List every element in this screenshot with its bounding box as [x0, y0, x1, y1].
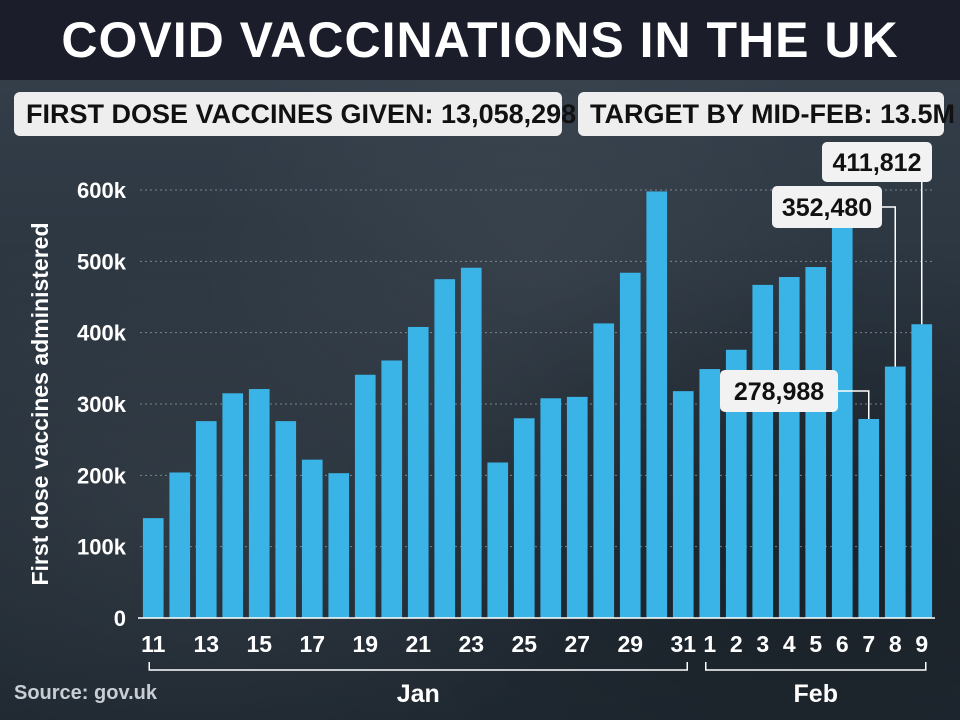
x-tick-label: 17	[299, 631, 325, 657]
bar-day-19	[354, 374, 376, 618]
title-bar: COVID VACCINATIONS IN THE UK	[0, 0, 960, 80]
callout-box	[772, 186, 882, 228]
first-dose-total-text: FIRST DOSE VACCINES GIVEN: 13,058,298	[26, 98, 577, 129]
bar-day-15	[248, 389, 270, 618]
x-tick-label: 15	[246, 631, 272, 657]
x-tick-label: 23	[458, 631, 484, 657]
bar-day-23	[460, 267, 482, 618]
x-tick-label: 9	[915, 631, 928, 657]
source-note: Source: gov.uk	[14, 682, 157, 704]
x-tick-label: 11	[141, 631, 166, 657]
y-tick-label: 0	[114, 606, 126, 631]
target-badge: TARGET BY MID-FEB: 13.5M	[578, 92, 955, 136]
bar-day-17	[301, 459, 323, 618]
y-axis-label: First dose vaccines administered	[27, 222, 53, 585]
callout-leader	[882, 206, 896, 367]
y-tick-label: 100k	[77, 535, 127, 560]
x-tick-label: 2	[730, 631, 743, 657]
month-bracket	[148, 662, 688, 671]
callout-leader	[921, 161, 932, 325]
callout-box	[822, 142, 932, 182]
callout-label: 352,480	[782, 194, 872, 222]
bar-day-9	[911, 324, 933, 618]
x-tick-label: 4	[783, 631, 796, 657]
bar-day-2	[725, 349, 747, 618]
y-tick-label: 300k	[77, 392, 127, 417]
bar-day-21	[407, 326, 429, 618]
callout-label: 278,988	[734, 378, 824, 406]
y-tick-label: 400k	[77, 321, 127, 346]
x-tick-label: 7	[862, 631, 875, 657]
bar-day-16	[275, 421, 297, 618]
bar-day-20	[381, 360, 403, 618]
x-tick-label: 27	[564, 631, 590, 657]
callout-box	[720, 370, 838, 412]
bar-day-18	[328, 473, 350, 618]
y-tick-label: 200k	[77, 463, 127, 488]
bar-day-3	[752, 284, 774, 618]
bar-day-28	[593, 323, 615, 618]
bar-day-4	[778, 277, 800, 618]
bar-day-1	[699, 369, 721, 618]
page-title: COVID VACCINATIONS IN THE UK	[61, 12, 899, 68]
bar-day-6	[831, 226, 853, 618]
bar-day-26	[540, 398, 562, 618]
bar-day-31	[672, 391, 694, 618]
bar-day-29	[619, 272, 641, 618]
month-label: Jan	[397, 680, 440, 708]
x-tick-label: 21	[405, 631, 431, 657]
bar-day-8	[884, 366, 906, 618]
x-tick-label: 19	[352, 631, 378, 657]
bar-day-27	[566, 396, 588, 618]
x-tick-label: 5	[809, 631, 822, 657]
bar-day-14	[222, 393, 244, 618]
y-tick-label: 500k	[77, 249, 127, 274]
x-tick-label: 8	[889, 631, 902, 657]
first-dose-total-badge: FIRST DOSE VACCINES GIVEN: 13,058,298	[14, 92, 576, 136]
y-tick-label: 600k	[77, 178, 127, 203]
x-tick-label: 13	[193, 631, 219, 657]
bar-day-12	[169, 472, 191, 618]
bar-day-11	[142, 518, 164, 618]
month-bracket	[705, 662, 927, 671]
callout-leader	[838, 390, 870, 419]
bar-day-30	[646, 191, 668, 618]
month-label: Feb	[794, 680, 838, 708]
target-text: TARGET BY MID-FEB: 13.5M	[590, 98, 956, 129]
x-tick-label: 29	[617, 631, 643, 657]
bar-day-13	[195, 421, 217, 618]
x-tick-label: 1	[703, 631, 716, 657]
x-tick-label: 6	[836, 631, 849, 657]
callout-label: 411,812	[833, 149, 922, 177]
x-tick-label: 31	[670, 631, 696, 657]
bar-day-7	[858, 418, 880, 618]
bar-day-5	[805, 267, 827, 618]
bar-day-22	[434, 279, 456, 618]
x-tick-label: 3	[756, 631, 769, 657]
bar-day-24	[487, 462, 509, 618]
bar-day-25	[513, 418, 535, 618]
x-tick-label: 25	[511, 631, 537, 657]
